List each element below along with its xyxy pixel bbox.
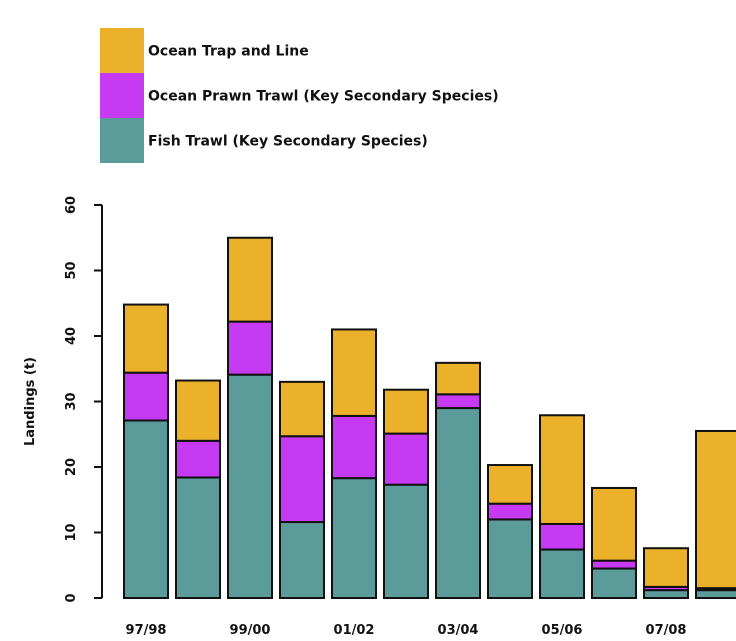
bar-segment bbox=[539, 414, 585, 525]
x-tick-label: 01/02 bbox=[334, 623, 375, 638]
bar-segment bbox=[123, 419, 169, 599]
bar-segment bbox=[487, 502, 533, 521]
bars bbox=[123, 236, 736, 600]
x-axis-labels: 97/98 99/00 01/02 03/04 05/06 07/08 bbox=[126, 623, 687, 638]
bar-segment bbox=[279, 435, 325, 524]
bar-segment bbox=[435, 393, 481, 410]
y-tick-label: 0 bbox=[64, 593, 79, 602]
bar-segment bbox=[227, 373, 273, 599]
bar-segment bbox=[487, 518, 533, 600]
y-tick-label: 40 bbox=[64, 327, 79, 345]
bar-segment bbox=[123, 303, 169, 374]
bar-segment bbox=[487, 464, 533, 505]
legend-item: Ocean Prawn Trawl (Key Secondary Species… bbox=[100, 73, 499, 118]
legend-item: Ocean Trap and Line bbox=[100, 28, 309, 73]
legend-swatch bbox=[100, 118, 144, 163]
legend-label: Ocean Prawn Trawl (Key Secondary Species… bbox=[148, 89, 499, 105]
bar-segment bbox=[643, 547, 689, 588]
legend-swatch bbox=[100, 28, 144, 73]
legend: Ocean Trap and Line Ocean Prawn Trawl (Ke… bbox=[100, 28, 499, 163]
bar-segment bbox=[279, 521, 325, 600]
bar-segment bbox=[383, 388, 429, 435]
legend-label: Fish Trawl (Key Secondary Species) bbox=[148, 134, 428, 150]
bar-segment bbox=[435, 361, 481, 396]
x-tick-label: 97/98 bbox=[126, 623, 167, 638]
y-axis-title: Landings (t) bbox=[23, 357, 38, 446]
bar-segment bbox=[279, 380, 325, 438]
y-tick-label: 10 bbox=[64, 523, 79, 541]
legend-item: Fish Trawl (Key Secondary Species) bbox=[100, 118, 428, 163]
y-tick-label: 20 bbox=[64, 458, 79, 476]
y-axis: 0 10 20 30 40 50 60 Landings (t) bbox=[23, 196, 103, 603]
bar-segment bbox=[331, 414, 377, 480]
bar-segment bbox=[227, 320, 273, 376]
bar-segment bbox=[331, 328, 377, 417]
bar-segment bbox=[175, 439, 221, 479]
bar-segment bbox=[383, 432, 429, 486]
bar-segment bbox=[591, 486, 637, 562]
bar-segment bbox=[227, 236, 273, 323]
y-tick-label: 30 bbox=[64, 392, 79, 410]
bar-segment bbox=[123, 371, 169, 422]
bar-segment bbox=[175, 476, 221, 600]
x-tick-label: 03/04 bbox=[438, 623, 479, 638]
bar-segment bbox=[643, 589, 689, 600]
bar-segment bbox=[383, 483, 429, 599]
bar-segment bbox=[331, 477, 377, 600]
legend-label: Ocean Trap and Line bbox=[148, 44, 309, 60]
bar-segment bbox=[175, 379, 221, 442]
bar-segment bbox=[539, 522, 585, 551]
y-tick-label: 60 bbox=[64, 196, 79, 214]
bar-segment bbox=[695, 589, 736, 600]
bar-segment bbox=[435, 407, 481, 599]
y-tick-label: 50 bbox=[64, 261, 79, 279]
bar-segment bbox=[591, 559, 637, 570]
x-tick-label: 99/00 bbox=[230, 623, 271, 638]
bar-segment bbox=[591, 567, 637, 600]
x-tick-label: 07/08 bbox=[646, 623, 687, 638]
legend-swatch bbox=[100, 73, 144, 118]
bar-segment bbox=[695, 429, 736, 590]
bar-segment bbox=[539, 548, 585, 600]
x-tick-label: 05/06 bbox=[542, 623, 583, 638]
